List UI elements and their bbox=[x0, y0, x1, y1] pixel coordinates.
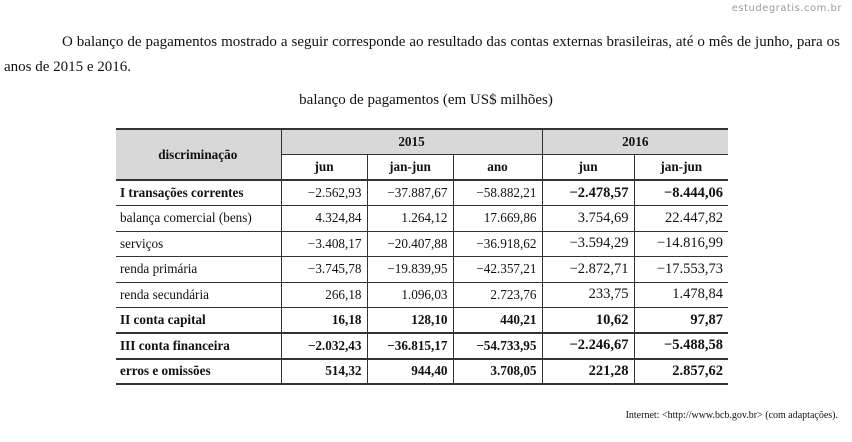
intro-paragraph: O balanço de pagamentos mostrado a segui… bbox=[4, 34, 840, 75]
cell: −14.816,99 bbox=[633, 231, 728, 257]
table-row: balança comercial (bens) 4.324,84 1.264,… bbox=[116, 205, 728, 232]
cell: −5.488,58 bbox=[633, 333, 728, 360]
cell: 1.264,12 bbox=[366, 205, 453, 232]
cell: 10,62 bbox=[541, 307, 634, 334]
row-label: balança comercial (bens) bbox=[116, 205, 281, 232]
cell: 17.669,86 bbox=[452, 205, 542, 232]
cell: −3.594,29 bbox=[541, 231, 634, 257]
table-row: erros e omissões 514,32 944,40 3.708,05 … bbox=[116, 358, 728, 385]
header-year-2016: 2016 bbox=[541, 128, 728, 155]
cell: 16,18 bbox=[280, 307, 367, 334]
cell: 266,18 bbox=[280, 282, 367, 308]
cell: −54.733,95 bbox=[452, 333, 542, 360]
cell: 233,75 bbox=[541, 282, 634, 308]
subheader-2016-jan-jun: jan-jun bbox=[633, 154, 728, 181]
cell: 4.324,84 bbox=[280, 205, 367, 232]
subheader-2015-jan-jun: jan-jun bbox=[366, 154, 453, 181]
table-row: renda secundária 266,18 1.096,03 2.723,7… bbox=[116, 282, 728, 308]
table-caption: balanço de pagamentos (em US$ milhões) bbox=[299, 92, 553, 108]
row-label: renda secundária bbox=[116, 282, 281, 308]
source-citation: Internet: <http://www.bcb.gov.br> (com a… bbox=[625, 410, 838, 421]
subheader-2016-jun: jun bbox=[541, 154, 634, 181]
row-label: erros e omissões bbox=[116, 358, 281, 385]
cell: −2.478,57 bbox=[541, 180, 634, 206]
cell: −36.815,17 bbox=[366, 333, 453, 360]
subheader-2015-ano: ano bbox=[452, 154, 542, 181]
row-label: I transações correntes bbox=[116, 180, 281, 206]
table-row: serviços −3.408,17 −20.407,88 −36.918,62… bbox=[116, 231, 728, 257]
header-discriminacao: discriminação bbox=[116, 128, 281, 181]
cell: −42.357,21 bbox=[452, 256, 542, 283]
cell: −17.553,73 bbox=[633, 256, 728, 283]
header-year-2015: 2015 bbox=[280, 128, 542, 155]
cell: 2.723,76 bbox=[452, 282, 542, 308]
cell: −3.408,17 bbox=[280, 231, 367, 257]
cell: 440,21 bbox=[452, 307, 542, 334]
row-label: III conta financeira bbox=[116, 333, 281, 360]
row-label: renda primária bbox=[116, 256, 281, 283]
cell: −37.887,67 bbox=[366, 180, 453, 206]
cell: −8.444,06 bbox=[633, 180, 728, 206]
cell: 3.708,05 bbox=[452, 358, 542, 385]
cell: −20.407,88 bbox=[366, 231, 453, 257]
table-row: II conta capital 16,18 128,10 440,21 10,… bbox=[116, 307, 728, 334]
cell: 514,32 bbox=[280, 358, 367, 385]
balance-of-payments-table: discriminação 2015 2016 jun jan-jun ano … bbox=[116, 128, 728, 385]
cell: 22.447,82 bbox=[633, 205, 728, 232]
cell: −58.882,21 bbox=[452, 180, 542, 206]
cell: −2.872,71 bbox=[541, 256, 634, 283]
cell: −2.032,43 bbox=[280, 333, 367, 360]
cell: 944,40 bbox=[366, 358, 453, 385]
cell: −2.246,67 bbox=[541, 333, 634, 360]
cell: 97,87 bbox=[633, 307, 728, 334]
cell: 2.857,62 bbox=[633, 358, 728, 385]
cell: −19.839,95 bbox=[366, 256, 453, 283]
cell: −36.918,62 bbox=[452, 231, 542, 257]
table-row: III conta financeira −2.032,43 −36.815,1… bbox=[116, 333, 728, 360]
cell: 128,10 bbox=[366, 307, 453, 334]
cell: 1.096,03 bbox=[366, 282, 453, 308]
row-label: serviços bbox=[116, 231, 281, 257]
row-label: II conta capital bbox=[116, 307, 281, 334]
cell: −3.745,78 bbox=[280, 256, 367, 283]
table-row: renda primária −3.745,78 −19.839,95 −42.… bbox=[116, 256, 728, 283]
cell: 3.754,69 bbox=[541, 205, 634, 232]
cell: 1.478,84 bbox=[633, 282, 728, 308]
cell: 221,28 bbox=[541, 358, 634, 385]
site-watermark: estudegratis.com.br bbox=[731, 3, 842, 14]
cell: −2.562,93 bbox=[280, 180, 367, 206]
subheader-2015-jun: jun bbox=[280, 154, 367, 181]
table-row: I transações correntes −2.562,93 −37.887… bbox=[116, 180, 728, 206]
